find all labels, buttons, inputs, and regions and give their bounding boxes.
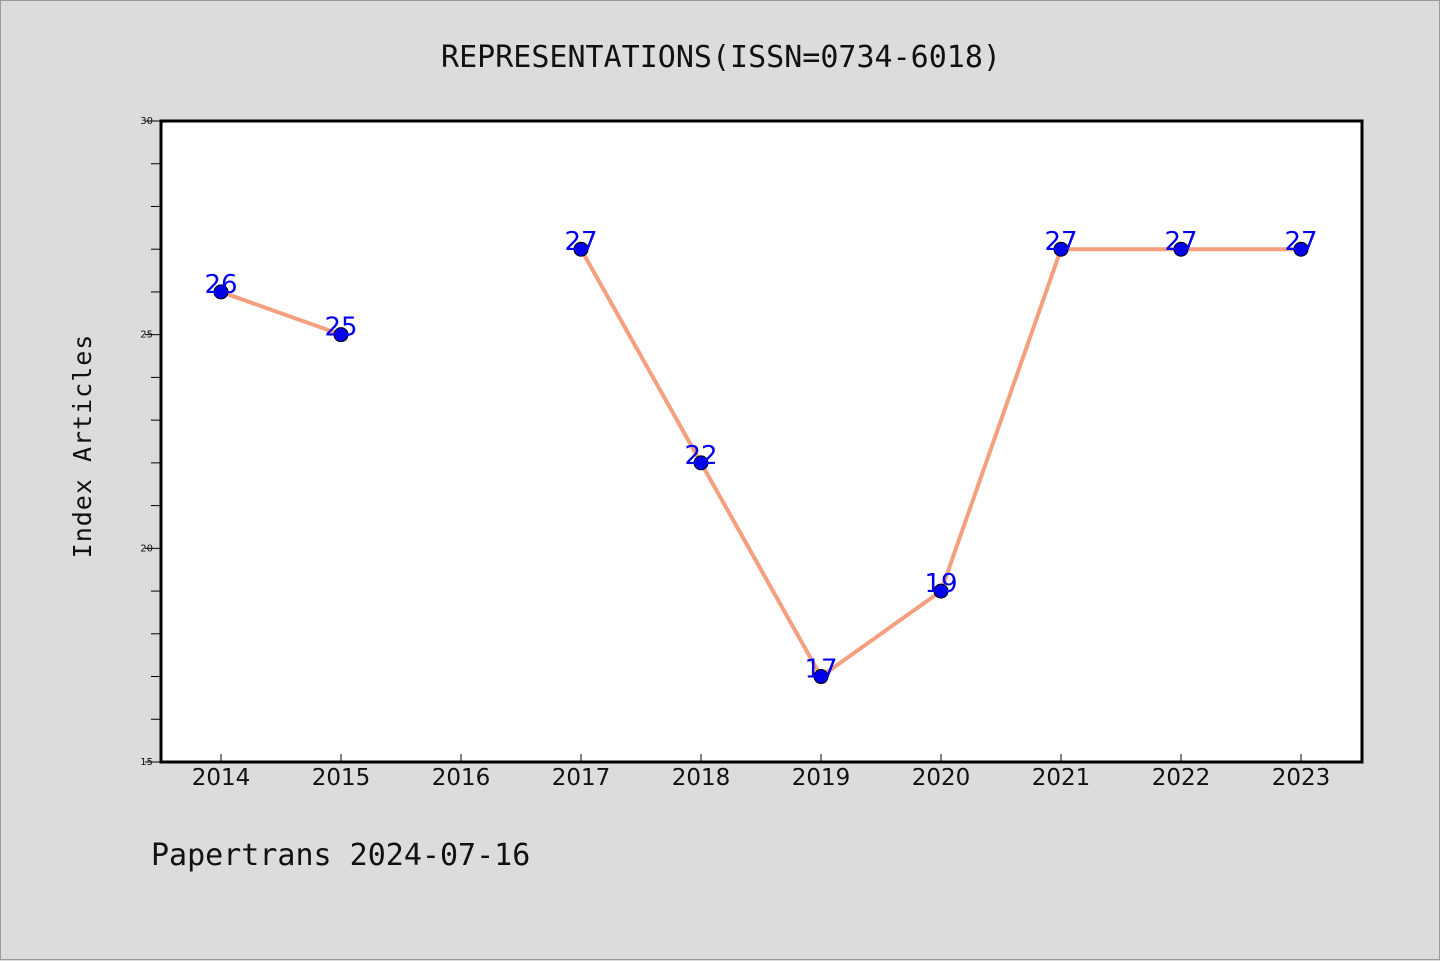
chart-title: REPRESENTATIONS(ISSN=0734-6018)	[441, 40, 1001, 75]
data-point	[813, 669, 829, 685]
series-markers	[213, 241, 1309, 685]
y-tick-label: 20	[140, 543, 153, 554]
plot-frame	[159, 119, 1364, 764]
x-tick-label: 2016	[432, 765, 491, 791]
y-tick-label: 25	[140, 330, 153, 341]
y-axis-label: Index Articles	[68, 334, 97, 559]
y-minor-ticks	[151, 163, 161, 720]
x-tick-label: 2015	[312, 765, 371, 791]
data-point	[933, 583, 949, 599]
data-point	[573, 241, 589, 257]
x-tick-label: 2022	[1152, 765, 1211, 791]
plot-area	[161, 121, 1362, 762]
data-point	[693, 455, 709, 471]
data-labels: 26 25 27 22 17 19 27 27 27	[204, 227, 1317, 684]
series-line-segment	[219, 289, 343, 337]
footer-text: Papertrans 2024-07-16	[151, 838, 530, 873]
data-label: 27	[564, 227, 597, 257]
data-label: 17	[804, 655, 837, 685]
data-point	[1293, 241, 1309, 257]
data-label: 27	[1164, 227, 1197, 257]
x-axis-ticks: 2014 2015 2016 2017 2018 2019 2020 2021 2022 2023	[192, 754, 1331, 791]
data-label: 25	[324, 313, 357, 343]
data-label: 27	[1284, 227, 1317, 257]
x-tick-label: 2018	[672, 765, 731, 791]
data-point	[1173, 241, 1189, 257]
data-point	[1053, 241, 1069, 257]
data-label: 19	[924, 569, 957, 599]
data-label: 22	[684, 441, 717, 471]
x-tick-label: 2021	[1032, 765, 1091, 791]
y-tick-label: 15	[140, 757, 153, 768]
data-point	[333, 327, 349, 343]
x-tick-label: 2017	[552, 765, 611, 791]
y-tick-label: 30	[140, 116, 153, 127]
x-tick-label: 2023	[1272, 765, 1331, 791]
data-label: 27	[1044, 227, 1077, 257]
x-tick-label: 2019	[792, 765, 851, 791]
data-label: 26	[204, 270, 237, 300]
x-tick-label: 2020	[912, 765, 971, 791]
y-axis-ticks: 15 20 25 30	[140, 116, 161, 768]
x-tick-label: 2014	[192, 765, 251, 791]
data-point	[213, 284, 229, 300]
